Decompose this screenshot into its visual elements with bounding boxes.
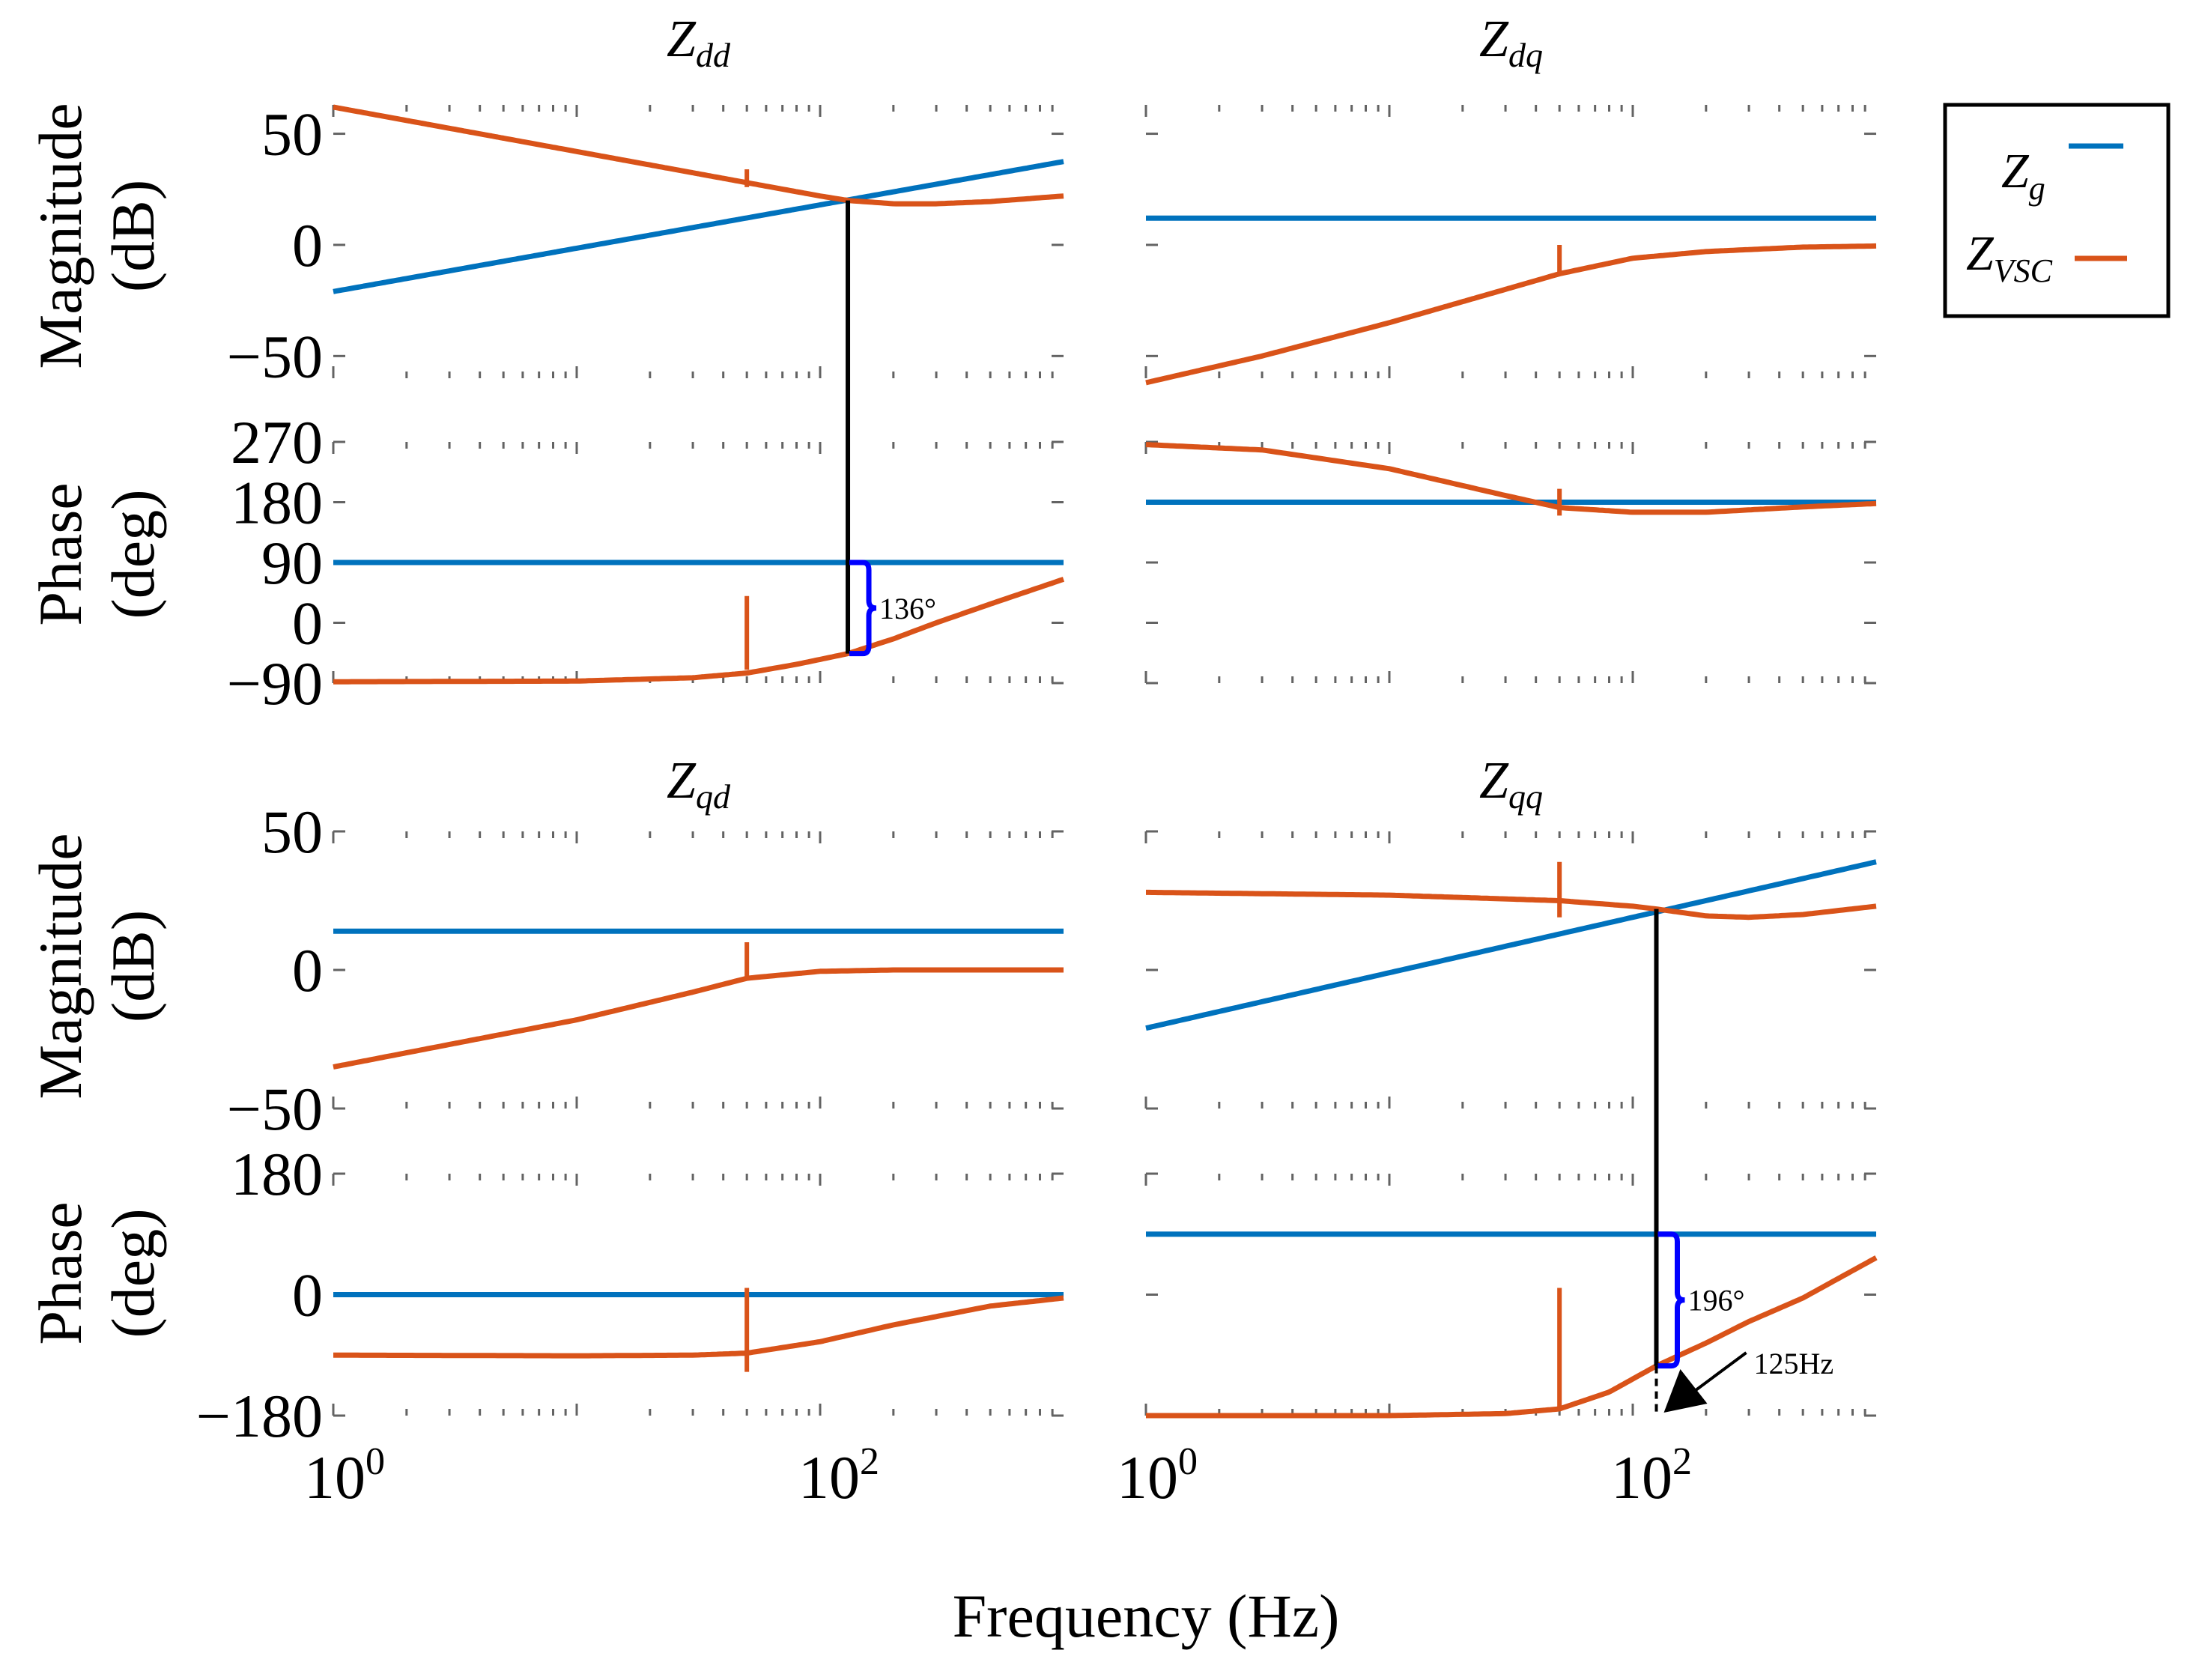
y-tick-label-qd-phase: 0 xyxy=(292,1261,323,1329)
y-tick-label-dd-phase: 90 xyxy=(261,529,323,597)
phase-margin-label-dd: 136° xyxy=(879,592,936,625)
y-tick-label-dd-mag: −50 xyxy=(227,322,323,390)
y-tick-label-dd-mag: 50 xyxy=(261,100,323,169)
x-tick-label-exponent: 2 xyxy=(860,1440,879,1483)
y-tick-label-qd-mag: −50 xyxy=(227,1075,323,1143)
series-zg-dd-mag xyxy=(333,159,1064,294)
plot-area-dd-mag xyxy=(333,105,1064,378)
legend-box xyxy=(1943,103,2171,318)
x-axis-label: Frequency (Hz) xyxy=(953,1582,1340,1650)
x-tick-label-qq: 102 xyxy=(1611,1440,1692,1511)
y-tick-label-qd-phase: 180 xyxy=(231,1140,323,1208)
phase-margin-brace-dd xyxy=(849,560,877,657)
panels-layer: Zdd500−50270180900−90136°ZdqZqd500−50180… xyxy=(196,10,1878,1511)
series-zvsc-dq-phase xyxy=(1145,442,1877,515)
x-tick-label-qd: 100 xyxy=(304,1440,385,1511)
plot-area-dq-phase xyxy=(1146,442,1876,683)
frequency-arrow-shaft-qq xyxy=(1693,1351,1747,1393)
ylabel-phase-unit-bottom: (deg) xyxy=(99,1208,167,1338)
panel-title-subscript: dd xyxy=(696,36,731,74)
ylabel-magnitude-unit-top: (dB) xyxy=(99,180,167,292)
ylabel-magnitude-top: Magnitude xyxy=(26,103,94,369)
panel-title-main: Z xyxy=(667,10,697,68)
ylabel-phase-bottom: Phase xyxy=(26,1201,94,1344)
series-zvsc-qd-mag xyxy=(333,967,1064,1070)
phase-margin-label-qq: 196° xyxy=(1687,1284,1744,1317)
y-tick-label-dd-phase: 270 xyxy=(231,408,323,476)
row-labels-bottom: Magnitude (dB) Phase (deg) xyxy=(26,833,167,1344)
x-tick-label-base: 10 xyxy=(1117,1443,1178,1511)
series-zvsc-dd-phase xyxy=(333,577,1065,685)
panel-title-main: Z xyxy=(1479,752,1509,810)
y-tick-label-qd-mag: 50 xyxy=(261,798,323,866)
series-zvsc-dd-mag xyxy=(333,104,1064,207)
ylabel-phase-top: Phase xyxy=(26,482,94,625)
panel-title-subscript: qq xyxy=(1508,777,1543,816)
series-zvsc-qq-phase xyxy=(1146,1255,1878,1419)
x-tick-label-exponent: 0 xyxy=(365,1440,385,1483)
legend-entry-zvsc-label: ZVSC xyxy=(1966,226,2053,289)
panel-title-main: Z xyxy=(667,752,697,810)
x-tick-label-exponent: 2 xyxy=(1672,1440,1692,1483)
frequency-arrow-head-qq xyxy=(1663,1369,1708,1413)
y-tick-label-dd-mag: 0 xyxy=(292,211,323,279)
x-tick-label-qd: 102 xyxy=(798,1440,879,1511)
panel-title-dq: Zdq xyxy=(1479,10,1543,74)
plot-area-qq-phase xyxy=(1146,1174,1876,1416)
y-tick-label-dd-phase: 180 xyxy=(231,469,323,537)
panel-dq: Zdq xyxy=(1144,10,1877,685)
plot-area-qq-mag xyxy=(1146,831,1876,1109)
panel-title-subscript: dq xyxy=(1508,36,1543,74)
y-tick-label-dd-phase: 0 xyxy=(292,589,323,658)
legend-entry-zg-label: Zg xyxy=(2001,144,2045,207)
ylabel-magnitude-unit-bottom: (dB) xyxy=(99,910,167,1022)
x-tick-label-qq: 100 xyxy=(1117,1440,1198,1511)
ylabel-magnitude-bottom: Magnitude xyxy=(26,833,94,1099)
x-tick-label-exponent: 0 xyxy=(1178,1440,1198,1483)
panel-title-qd: Zqd xyxy=(667,752,731,816)
panel-title-dd: Zdd xyxy=(667,10,731,74)
x-tick-label-base: 10 xyxy=(1611,1443,1672,1511)
panel-title-subscript: qd xyxy=(696,777,731,816)
series-zvsc-dq-mag xyxy=(1145,243,1877,386)
ylabel-phase-unit-top: (deg) xyxy=(99,489,167,619)
series-zvsc-qd-phase xyxy=(333,1295,1064,1359)
legend: Zg ZVSC xyxy=(1943,103,2171,318)
y-tick-label-qd-phase: −180 xyxy=(196,1382,323,1450)
series-zg-qq-mag xyxy=(1145,859,1877,1031)
x-tick-label-base: 10 xyxy=(798,1443,860,1511)
x-tick-label-base: 10 xyxy=(304,1443,365,1511)
row-labels-top: Magnitude (dB) Phase (deg) xyxy=(26,103,167,625)
panel-title-main: Z xyxy=(1479,10,1509,68)
frequency-label-qq: 125Hz xyxy=(1753,1347,1833,1380)
panel-title-qq: Zqq xyxy=(1479,752,1543,816)
y-tick-label-qd-mag: 0 xyxy=(292,936,323,1004)
plot-area-dq-mag xyxy=(1146,105,1876,378)
y-tick-label-dd-phase: −90 xyxy=(227,649,323,718)
series-zvsc-qq-mag xyxy=(1146,889,1877,921)
